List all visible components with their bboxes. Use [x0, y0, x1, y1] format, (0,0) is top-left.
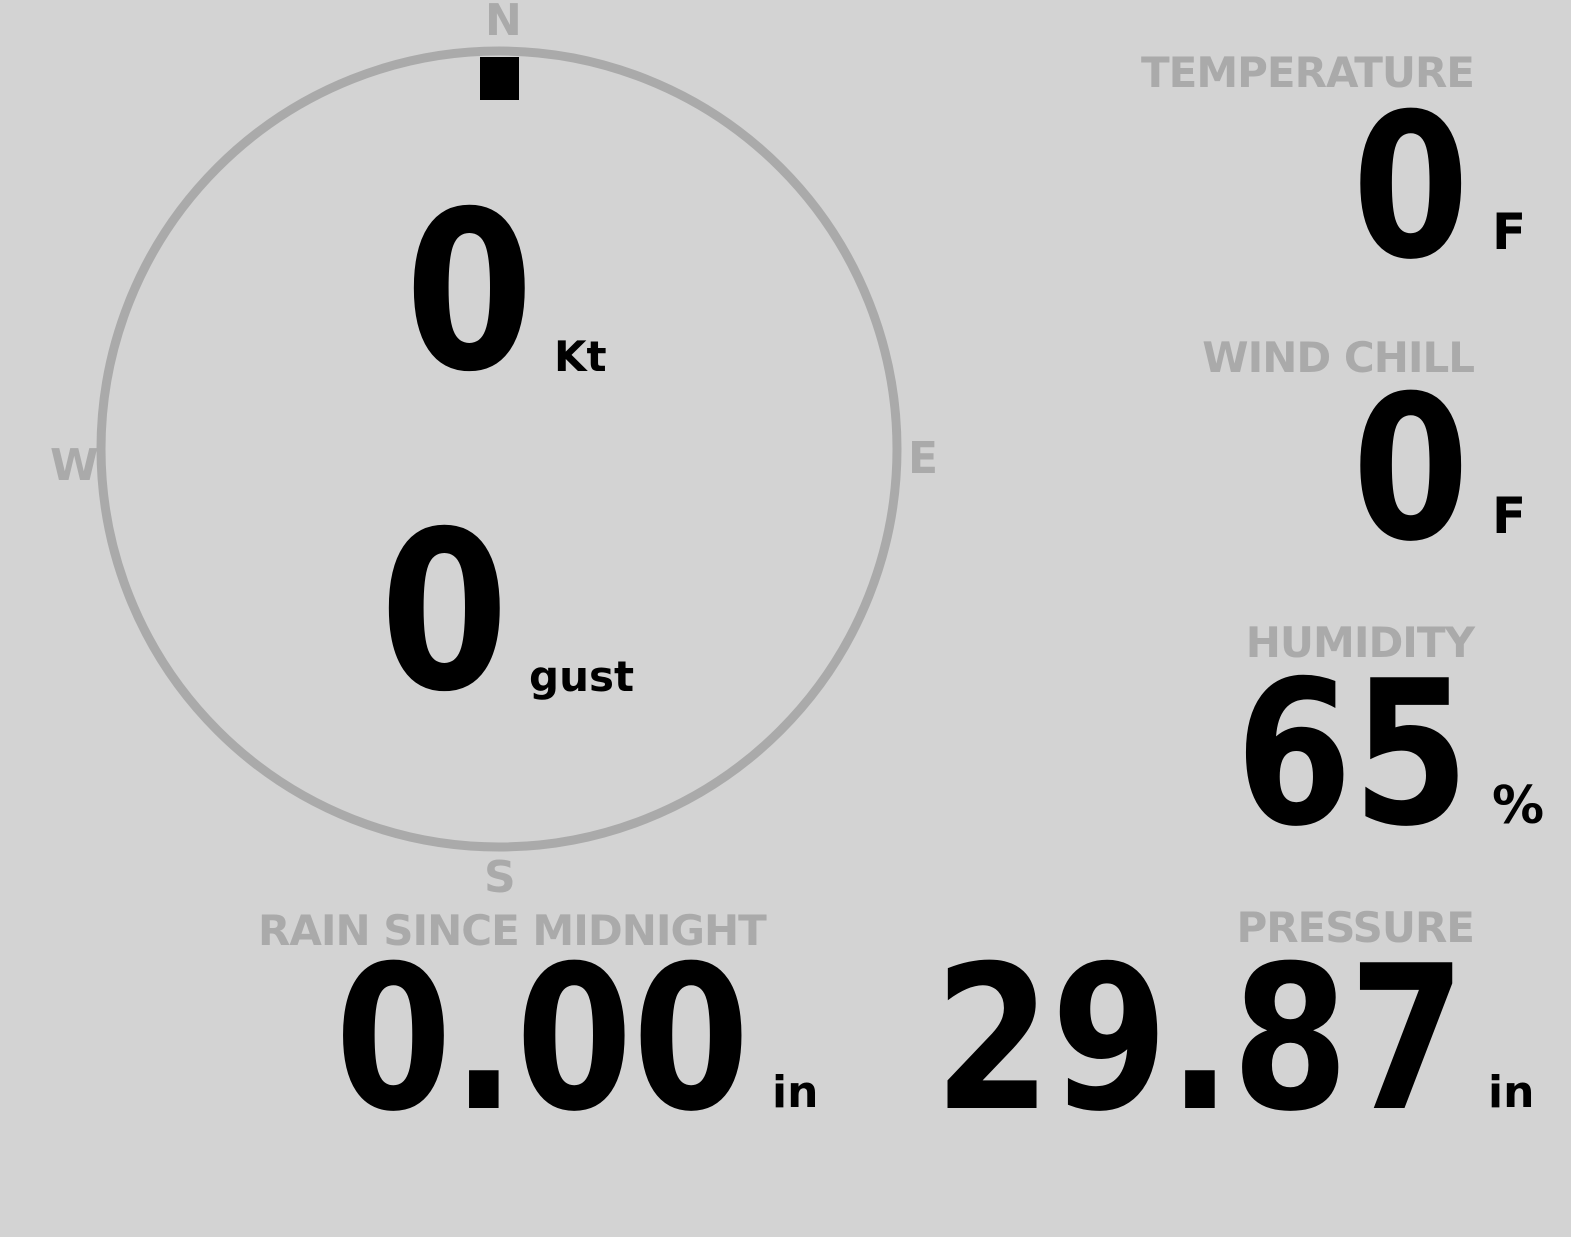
compass-south-label: S: [484, 852, 516, 903]
wind-gust-unit: gust: [529, 652, 635, 701]
wind-gust-value: 0: [380, 484, 509, 740]
humidity-value: 65: [1235, 638, 1469, 871]
wind-compass: [96, 46, 902, 852]
temperature-label: TEMPERATURE: [1141, 48, 1475, 97]
pressure-unit: in: [1488, 1067, 1535, 1118]
temperature-unit: F: [1492, 203, 1527, 261]
wind-chill-unit: F: [1492, 487, 1527, 545]
compass-north-label: N: [485, 0, 522, 46]
pressure-label: PRESSURE: [1236, 903, 1475, 952]
compass-east-label: E: [908, 433, 939, 484]
compass-ring: [96, 46, 902, 852]
humidity-label: HUMIDITY: [1245, 618, 1475, 667]
rain-label: RAIN SINCE MIDNIGHT: [258, 906, 767, 955]
pressure-value: 29.87: [934, 923, 1466, 1156]
wind-chill-label: WIND CHILL: [1202, 333, 1475, 382]
wind-chill-value: 0: [1352, 353, 1469, 586]
rain-value: 0.00: [335, 923, 750, 1156]
wind-speed-value: 0: [405, 164, 534, 420]
rain-unit: in: [772, 1067, 819, 1118]
humidity-unit: %: [1492, 776, 1545, 836]
wind-direction-marker: [480, 57, 519, 100]
compass-west-label: W: [50, 440, 99, 491]
wind-speed-unit: Kt: [554, 332, 607, 381]
temperature-value: 0: [1352, 71, 1469, 304]
